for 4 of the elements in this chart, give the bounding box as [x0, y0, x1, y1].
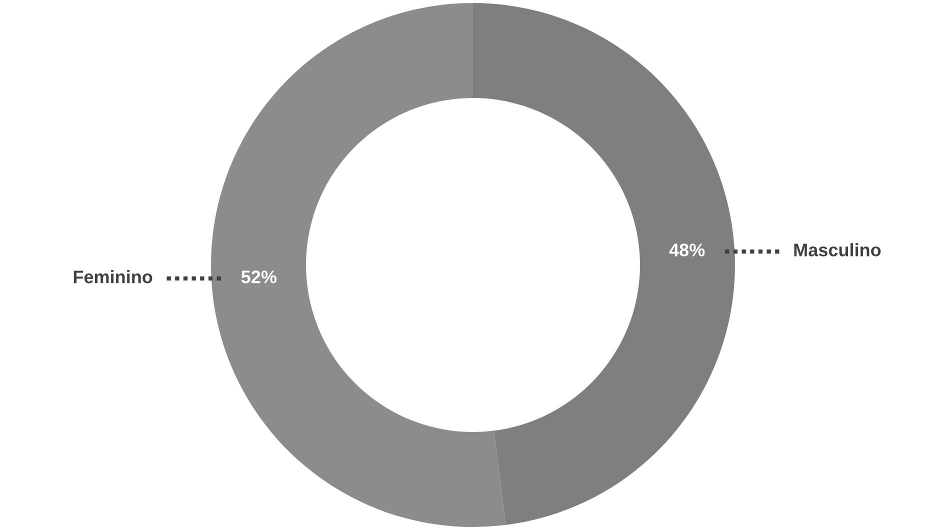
slice-label: Feminino [74, 270, 152, 284]
slice-label: Masculino [794, 243, 881, 256]
data-label: 48% [669, 244, 705, 256]
data-label: 52% [241, 270, 277, 284]
